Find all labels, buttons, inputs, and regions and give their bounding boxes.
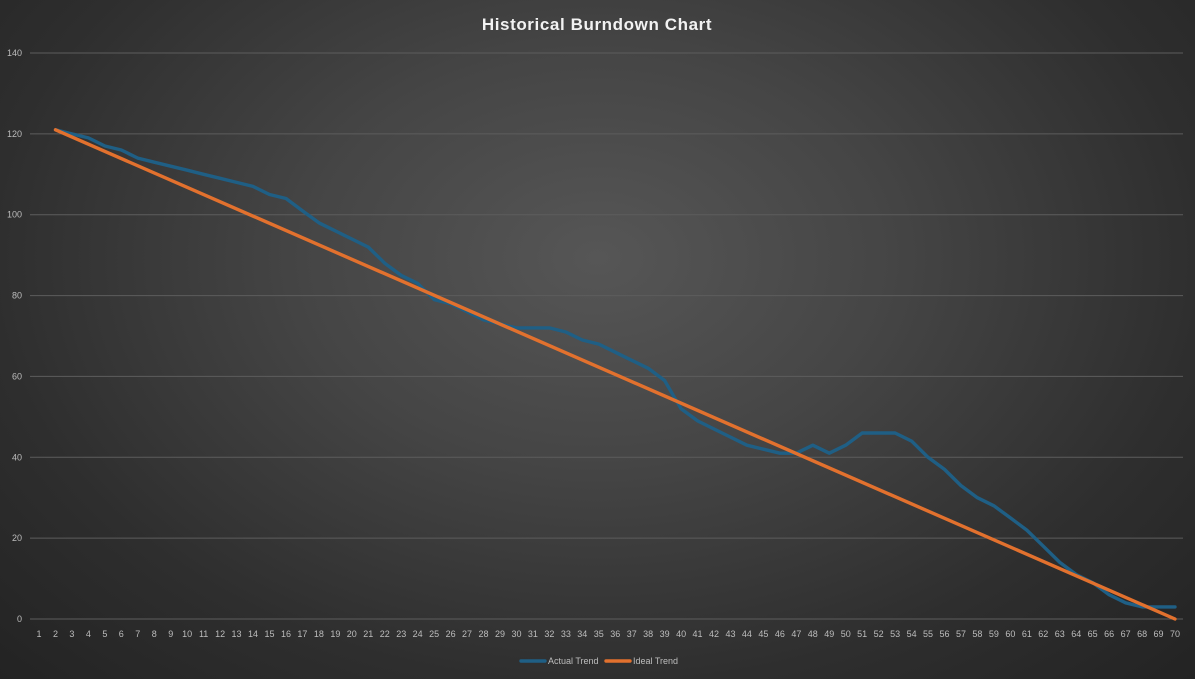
x-tick-label: 35	[594, 629, 604, 639]
y-tick-label: 40	[12, 452, 22, 462]
x-tick-label: 6	[119, 629, 124, 639]
x-tick-label: 17	[297, 629, 307, 639]
x-tick-label: 46	[775, 629, 785, 639]
x-tick-label: 16	[281, 629, 291, 639]
x-tick-label: 8	[152, 629, 157, 639]
x-tick-label: 55	[923, 629, 933, 639]
x-tick-label: 54	[907, 629, 917, 639]
x-tick-label: 3	[69, 629, 74, 639]
x-tick-label: 52	[874, 629, 884, 639]
x-tick-label: 47	[791, 629, 801, 639]
x-tick-label: 33	[561, 629, 571, 639]
x-tick-label: 65	[1088, 629, 1098, 639]
x-tick-label: 20	[347, 629, 357, 639]
x-tick-label: 40	[676, 629, 686, 639]
ideal-trend-line	[53, 128, 1177, 621]
x-tick-label: 60	[1005, 629, 1015, 639]
x-tick-label: 66	[1104, 629, 1114, 639]
x-tick-label: 23	[396, 629, 406, 639]
x-tick-label: 11	[199, 629, 208, 639]
x-tick-label: 12	[215, 629, 225, 639]
x-tick-label: 25	[429, 629, 439, 639]
x-tick-label: 39	[660, 629, 670, 639]
x-tick-label: 45	[758, 629, 768, 639]
x-tick-label: 15	[264, 629, 274, 639]
x-tick-label: 10	[182, 629, 192, 639]
y-tick-label: 100	[7, 210, 22, 220]
x-tick-label: 41	[693, 629, 703, 639]
x-tick-label: 18	[314, 629, 324, 639]
x-tick-label: 32	[544, 629, 554, 639]
x-tick-label: 34	[577, 629, 587, 639]
y-tick-label: 120	[7, 129, 22, 139]
y-tick-label: 20	[12, 533, 22, 543]
x-tick-label: 51	[857, 629, 867, 639]
y-axis-tick-labels: 0 20 40 60 80 100 120 140	[7, 48, 22, 624]
x-tick-label: 43	[725, 629, 735, 639]
x-tick-label: 26	[446, 629, 456, 639]
x-tick-label: 50	[841, 629, 851, 639]
x-tick-label: 37	[627, 629, 637, 639]
x-tick-label: 24	[413, 629, 423, 639]
x-tick-label: 69	[1154, 629, 1164, 639]
x-tick-label: 27	[462, 629, 472, 639]
chart-title: Historical Burndown Chart	[482, 15, 712, 34]
x-tick-label: 61	[1022, 629, 1032, 639]
x-tick-label: 64	[1071, 629, 1081, 639]
x-tick-label: 48	[808, 629, 818, 639]
legend-label-ideal-trend: Ideal Trend	[633, 656, 678, 666]
x-tick-label: 13	[232, 629, 242, 639]
x-tick-label: 7	[135, 629, 140, 639]
x-tick-label: 67	[1121, 629, 1131, 639]
x-tick-label: 30	[511, 629, 521, 639]
x-tick-label: 58	[972, 629, 982, 639]
y-tick-label: 140	[7, 48, 22, 58]
y-tick-label: 80	[12, 291, 22, 301]
x-tick-label: 44	[742, 629, 752, 639]
x-tick-label: 14	[248, 629, 258, 639]
x-tick-label: 29	[495, 629, 505, 639]
x-tick-label: 28	[479, 629, 489, 639]
legend: Actual Trend Ideal Trend	[519, 656, 678, 666]
x-tick-label: 57	[956, 629, 966, 639]
x-axis-tick-labels: 1 2 3 4 5 6 7 8 9 10 11 12 13 14 15 16 17 18 19 20 21 22 23 24 2…	[36, 629, 1180, 639]
x-tick-label: 2	[53, 629, 58, 639]
x-tick-label: 1	[36, 629, 41, 639]
x-tick-label: 31	[528, 629, 538, 639]
y-tick-label: 60	[12, 371, 22, 381]
x-tick-label: 70	[1170, 629, 1180, 639]
x-tick-label: 5	[102, 629, 107, 639]
legend-label-actual-trend: Actual Trend	[548, 656, 599, 666]
gridlines	[30, 52, 1183, 620]
x-tick-label: 62	[1038, 629, 1048, 639]
x-tick-label: 42	[709, 629, 719, 639]
x-tick-label: 4	[86, 629, 91, 639]
x-tick-label: 22	[380, 629, 390, 639]
x-tick-label: 53	[890, 629, 900, 639]
x-tick-label: 21	[363, 629, 373, 639]
x-tick-label: 68	[1137, 629, 1147, 639]
actual-trend-line	[53, 128, 1177, 609]
x-tick-label: 59	[989, 629, 999, 639]
x-tick-label: 19	[330, 629, 340, 639]
y-tick-label: 0	[17, 614, 22, 624]
x-tick-label: 49	[824, 629, 834, 639]
series-lines	[53, 128, 1177, 621]
x-tick-label: 38	[643, 629, 653, 639]
x-tick-label: 9	[168, 629, 173, 639]
x-tick-label: 36	[610, 629, 620, 639]
x-tick-label: 56	[939, 629, 949, 639]
x-tick-label: 63	[1055, 629, 1065, 639]
